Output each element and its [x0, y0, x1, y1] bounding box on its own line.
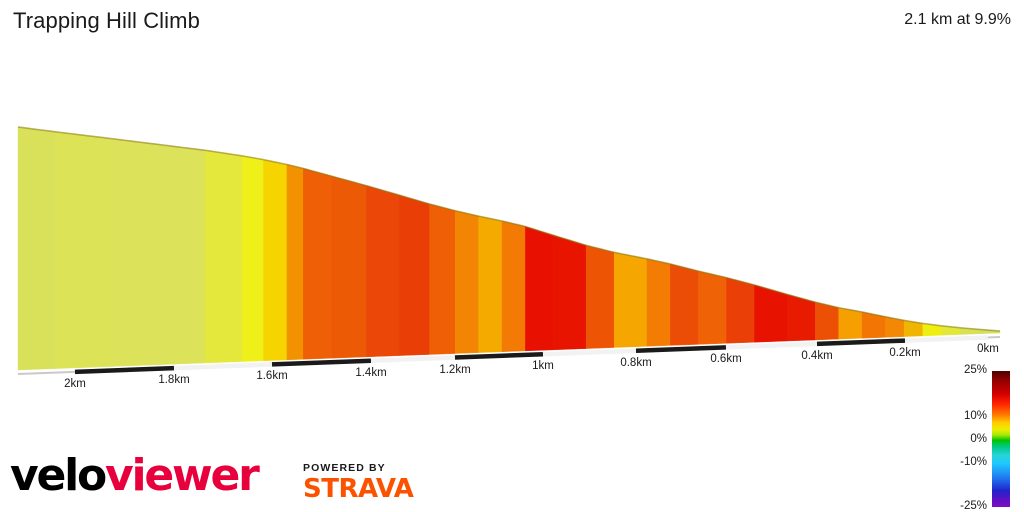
gradient-legend: 25% 10% 0% -10% -25% — [936, 364, 1016, 512]
profile-top-edge — [17, 126, 1001, 332]
profile-segment — [815, 301, 839, 341]
page-title: Trapping Hill Climb — [13, 8, 200, 33]
profile-segment — [242, 155, 264, 362]
baseline-tick-span — [454, 351, 544, 360]
logo-text-viewer: viewer — [105, 450, 260, 501]
legend-tick-label: 0% — [970, 433, 987, 446]
baseline-tick-span — [904, 335, 989, 343]
profile-segment — [204, 150, 243, 364]
profile-baseline-ruler — [17, 335, 1001, 375]
baseline-tick-span — [542, 348, 637, 357]
baseline-tick-span — [635, 345, 727, 353]
profile-segment — [429, 203, 456, 355]
strava-attribution[interactable]: POWERED BY STRAVA — [303, 462, 414, 504]
profile-segment — [55, 131, 112, 369]
profile-segment — [331, 175, 367, 359]
profile-segment — [501, 220, 526, 352]
baseline-tick-span — [725, 341, 818, 350]
profile-segment — [455, 210, 479, 354]
x-axis-tick-label: 1.4km — [355, 366, 387, 379]
x-axis-tick-label: 0.6km — [710, 353, 742, 366]
profile-segment — [478, 215, 503, 353]
x-axis-tick-label: 0.8km — [620, 356, 652, 369]
baseline-tick-span — [173, 362, 273, 371]
x-axis-tick-label: 0km — [977, 343, 999, 356]
legend-tick-label: -10% — [960, 456, 987, 469]
x-axis-tick-label: 1km — [532, 360, 554, 373]
crest-outline — [17, 126, 1001, 332]
x-axis-tick-label: 1.8km — [158, 374, 190, 387]
baseline-tick-span — [816, 338, 906, 347]
profile-segment — [585, 245, 615, 349]
baseline-tick-span — [370, 355, 456, 363]
baseline-tick-span — [271, 358, 372, 367]
profile-segment — [698, 270, 727, 345]
profile-segment — [286, 164, 304, 361]
profile-segment — [158, 144, 206, 365]
chart-header: Trapping Hill Climb 2.1 km at 9.9% — [0, 0, 1024, 46]
profile-segment — [366, 185, 400, 358]
x-axis-tick-label: 0.4km — [801, 349, 833, 362]
footer-branding: veloviewer POWERED BY STRAVA — [0, 448, 1024, 512]
climb-summary-stats: 2.1 km at 9.9% — [904, 11, 1011, 28]
profile-segment — [646, 258, 671, 347]
logo-text-velo: velo — [10, 450, 107, 501]
profile-svg — [17, 126, 1001, 375]
profile-segment — [838, 307, 863, 340]
x-axis-tick-label: 1.6km — [256, 370, 288, 383]
profile-segment — [670, 263, 699, 346]
profile-segment — [398, 194, 430, 356]
veloviewer-logo[interactable]: veloviewer — [10, 450, 260, 501]
profile-segments — [17, 126, 1001, 371]
baseline-tick-span — [74, 365, 175, 375]
climb-profile-chart: 2km 1.8km 1.6km 1.4km 1.2km 1km 0.8km 0.6km 0.4k… — [17, 126, 1001, 390]
x-axis-tick-label: 0.2km — [889, 346, 921, 359]
powered-by-label: POWERED BY — [303, 462, 386, 474]
legend-tick-label: 10% — [963, 410, 987, 423]
profile-segment — [303, 168, 332, 360]
profile-segment — [17, 126, 56, 371]
profile-segment — [263, 159, 288, 361]
profile-segment — [525, 226, 554, 352]
gradient-color-bar — [992, 371, 1010, 507]
strava-wordmark: STRAVA — [303, 474, 414, 504]
profile-segment — [111, 138, 159, 367]
profile-segment — [553, 235, 587, 351]
x-axis-tick-label: 1.2km — [439, 363, 471, 376]
legend-tick-label: -25% — [960, 500, 987, 512]
profile-segment — [726, 277, 755, 344]
legend-tick-label: 25% — [963, 364, 987, 376]
profile-segment — [614, 252, 648, 348]
x-axis-tick-label: 2km — [64, 377, 86, 390]
